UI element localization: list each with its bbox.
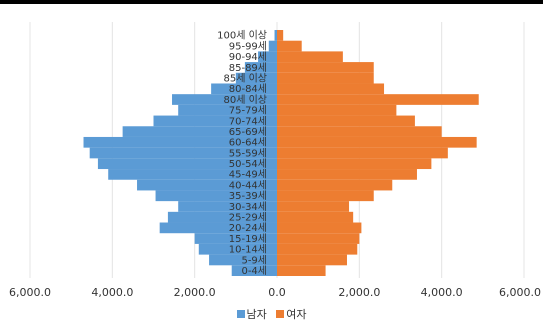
x-tick-label: 2,000.0 [338,286,380,299]
age-label: 85-89세 [229,62,267,74]
bar-female [277,190,374,202]
age-label: 70-74세 [229,115,267,127]
legend-swatch-female [276,310,285,318]
x-tick-label: 6,000.0 [499,286,541,299]
legend-label-female: 여자 [286,308,307,321]
age-label: 85세 이상 [223,72,267,84]
bar-male [97,158,277,170]
bar-male [198,243,277,255]
bar-female [277,40,302,52]
age-label: 30-34세 [229,201,267,213]
bar-female [277,222,362,234]
age-label: 100세 이상 [217,30,267,42]
bar-male [268,40,277,52]
x-tick-label: 2,000.0 [174,286,216,299]
bar-male [209,254,277,266]
age-label: 90-94세 [229,51,267,63]
bar-male [137,179,277,191]
bar-male [108,169,277,180]
bar-male [159,222,277,234]
bar-female [277,115,415,127]
age-label: 40-44세 [229,179,267,191]
age-labels: 0-4세5-9세10-14세15-19세20-24세25-29세30-34세35… [217,30,267,277]
bar-male [235,72,277,84]
bar-male [83,136,278,148]
bar-male [194,233,277,244]
legend-swatch-male [236,310,245,318]
bar-male [231,265,277,276]
age-label: 15-19세 [229,233,267,245]
bar-female [277,136,477,148]
x-tick-labels: 6,000.0 4,000.0 2,000.0 0.0 2,000.0 4,000.0 6,… [9,286,541,299]
bar-male [167,211,277,223]
bar-female [277,201,350,212]
age-label: 65-69세 [229,126,267,138]
bar-male [122,126,277,137]
bar-female [277,265,326,276]
bar-male [155,190,277,202]
age-label: 10-14세 [229,244,267,256]
x-tick-label: 6,000.0 [9,286,51,299]
bar-male [211,83,277,95]
bar-female [277,147,448,159]
legend-label-male: 남자 [246,308,267,321]
bar-male [258,51,277,63]
age-label: 35-39세 [229,190,267,202]
age-label: 45-49세 [229,169,267,181]
legend-item-male: 남자 [236,306,267,322]
bar-male [178,201,277,212]
bar-female [277,30,284,41]
age-label: 5-9세 [241,254,267,266]
age-label: 75-79세 [229,105,267,117]
bar-female [277,104,397,116]
bar-female [277,126,442,137]
bar-female [277,72,374,84]
age-label: 80-84세 [229,83,267,95]
age-label: 95-99세 [229,40,267,52]
age-label: 80세 이상 [223,94,267,106]
bar-male [244,62,277,73]
bar-female [277,94,479,105]
bar-female [277,62,374,73]
age-label: 25-29세 [229,212,267,224]
bar-female [277,158,432,170]
bar-female [277,243,358,255]
bar-female [277,83,385,95]
bar-male [153,115,277,127]
bar-female [277,169,417,180]
age-label: 50-54세 [229,158,267,170]
x-tick-label: 4,000.0 [91,286,133,299]
age-label: 55-59세 [229,147,267,159]
x-tick-label: 4,000.0 [421,286,463,299]
bar-female [277,254,347,266]
bar-male [274,30,277,41]
bars [83,30,479,276]
bar-female [277,233,360,244]
bar-female [277,179,393,191]
bar-male [89,147,277,159]
x-tick-label: 0.0 [268,286,286,299]
bar-female [277,51,343,63]
legend: 남자 여자 [0,306,543,322]
age-label: 60-64세 [229,137,267,149]
bar-male [178,104,277,116]
legend-item-female: 여자 [276,306,307,322]
bar-female [277,211,354,223]
top-rule [0,0,543,4]
age-label: 0-4세 [241,265,267,277]
bar-male [172,94,277,105]
age-label: 20-24세 [229,222,267,234]
